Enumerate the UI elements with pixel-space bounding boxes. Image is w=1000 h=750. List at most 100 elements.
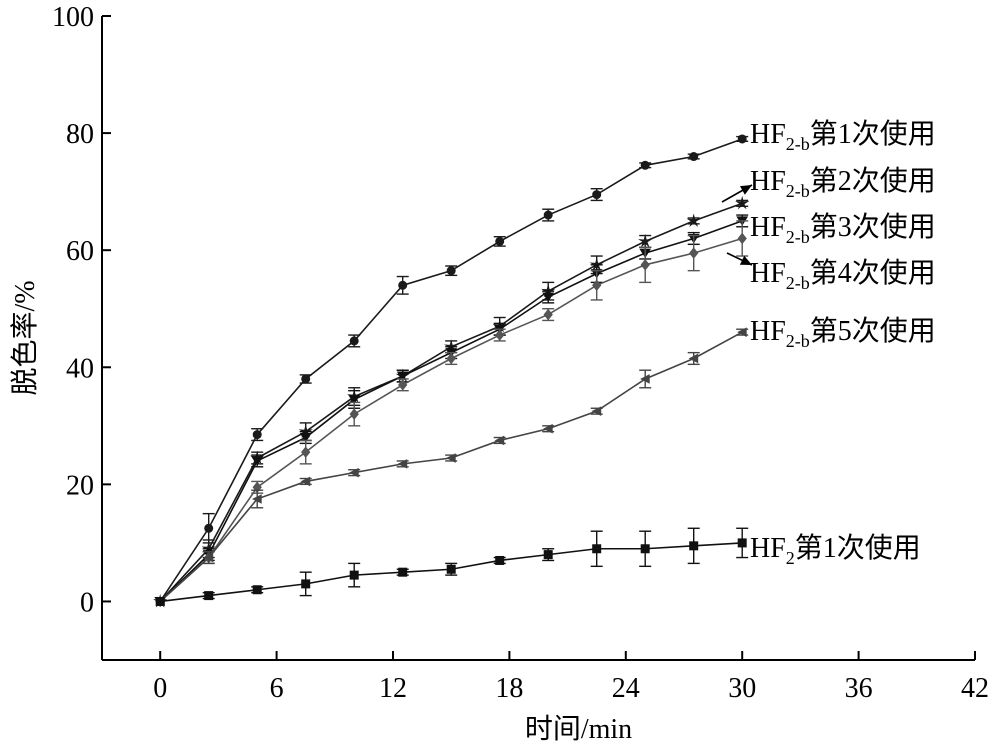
series-group bbox=[153, 134, 750, 608]
data-point bbox=[737, 538, 747, 548]
label-subscript: 2 bbox=[786, 548, 795, 568]
series-line bbox=[159, 220, 743, 603]
data-point bbox=[495, 236, 505, 246]
data-point bbox=[640, 544, 650, 554]
data-point bbox=[735, 195, 750, 210]
data-point bbox=[689, 541, 699, 551]
data-point bbox=[543, 210, 553, 220]
y-axis-title: 脱色率/% bbox=[9, 280, 41, 395]
series-2 bbox=[153, 195, 750, 608]
data-point bbox=[398, 280, 408, 290]
data-point bbox=[686, 213, 701, 227]
data-point bbox=[299, 433, 312, 443]
label-subscript: 2-b bbox=[786, 273, 810, 293]
data-point bbox=[155, 596, 165, 606]
label-text: 第4次使用 bbox=[810, 257, 936, 289]
data-point bbox=[349, 570, 359, 580]
data-point bbox=[252, 430, 262, 440]
label-subscript: 2-b bbox=[786, 181, 810, 201]
data-point bbox=[640, 160, 650, 170]
y-tick-label: 0 bbox=[80, 587, 94, 618]
pointer-arrowhead bbox=[739, 255, 752, 265]
series-1 bbox=[155, 134, 749, 606]
series-label-6: HF2第1次使用 bbox=[750, 532, 921, 568]
label-text: 第1次使用 bbox=[810, 118, 936, 150]
data-point bbox=[301, 446, 311, 458]
series-label-2: HF2-b第2次使用 bbox=[750, 165, 936, 201]
data-point bbox=[592, 190, 602, 200]
label-main: HF bbox=[750, 533, 786, 564]
axes bbox=[101, 16, 975, 661]
label-subscript: 2-b bbox=[786, 331, 810, 351]
x-tick-label: 18 bbox=[495, 673, 523, 704]
x-tick-label: 12 bbox=[379, 673, 407, 704]
series-5 bbox=[155, 327, 749, 607]
x-tick-label: 30 bbox=[728, 673, 756, 704]
pointer-arrowhead bbox=[739, 185, 752, 195]
series-line bbox=[159, 331, 743, 603]
data-point bbox=[543, 423, 553, 434]
label-text: 第2次使用 bbox=[810, 165, 936, 197]
y-tick-label: 60 bbox=[66, 236, 94, 267]
x-tick-label: 36 bbox=[845, 673, 873, 704]
series-label-3: HF2-b第3次使用 bbox=[750, 211, 936, 247]
x-ticks: 0 6 12 18 24 30 36 42 bbox=[153, 651, 989, 704]
series-line bbox=[159, 237, 743, 603]
y-tick-label: 40 bbox=[66, 353, 94, 384]
data-point bbox=[542, 292, 555, 302]
data-point bbox=[737, 327, 747, 337]
data-point bbox=[689, 247, 699, 259]
y-ticks: 0 20 40 60 80 100 bbox=[52, 2, 111, 618]
label-main: HF bbox=[750, 258, 786, 289]
data-point bbox=[398, 379, 408, 391]
label-main: HF bbox=[750, 316, 786, 347]
label-text: 第1次使用 bbox=[795, 532, 921, 564]
data-point bbox=[446, 352, 456, 365]
data-point bbox=[591, 406, 602, 416]
data-point bbox=[349, 408, 359, 420]
data-point bbox=[446, 453, 456, 463]
data-point bbox=[204, 523, 214, 533]
data-point bbox=[301, 579, 311, 589]
data-point bbox=[688, 353, 699, 364]
data-point bbox=[204, 591, 214, 601]
label-main: HF bbox=[750, 119, 786, 150]
series-labels: HF2-b第1次使用HF2-b第2次使用HF2-b第3次使用HF2-b第4次使用… bbox=[721, 118, 936, 568]
data-point bbox=[543, 308, 553, 321]
x-tick-label: 0 bbox=[153, 673, 167, 704]
x-tick-label: 24 bbox=[612, 673, 640, 704]
data-point bbox=[592, 544, 602, 554]
data-point bbox=[494, 435, 505, 446]
series-6 bbox=[155, 527, 749, 606]
data-point bbox=[640, 374, 650, 384]
data-point bbox=[737, 232, 747, 245]
data-point bbox=[300, 476, 311, 487]
data-point bbox=[446, 564, 456, 574]
data-point bbox=[592, 279, 602, 292]
label-main: HF bbox=[750, 212, 786, 243]
data-point bbox=[689, 152, 699, 162]
y-tick-label: 100 bbox=[52, 2, 94, 33]
data-point bbox=[446, 266, 456, 276]
series-label-5: HF2-b第5次使用 bbox=[750, 315, 936, 351]
label-text: 第5次使用 bbox=[810, 315, 936, 347]
data-point bbox=[349, 467, 359, 478]
series-label-1: HF2-b第1次使用 bbox=[750, 118, 936, 154]
data-point bbox=[397, 459, 408, 469]
data-point bbox=[251, 456, 264, 466]
data-point bbox=[737, 134, 747, 144]
label-subscript: 2-b bbox=[786, 227, 810, 247]
data-point bbox=[349, 336, 359, 346]
series-label-4: HF2-b第4次使用 bbox=[750, 257, 936, 293]
data-point bbox=[252, 494, 262, 504]
data-point bbox=[398, 567, 408, 577]
series-line bbox=[159, 138, 743, 602]
data-point bbox=[203, 552, 214, 563]
data-point bbox=[348, 394, 361, 405]
x-tick-label: 42 bbox=[961, 673, 989, 704]
data-point bbox=[543, 550, 553, 560]
y-tick-label: 20 bbox=[66, 470, 94, 501]
label-subscript: 2-b bbox=[786, 134, 810, 154]
data-point bbox=[495, 555, 505, 565]
